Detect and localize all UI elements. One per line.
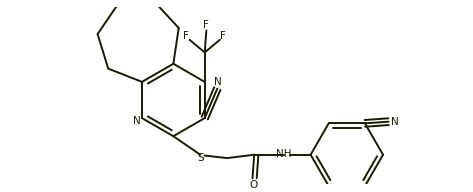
Text: F: F xyxy=(183,31,189,41)
Text: F: F xyxy=(220,31,226,41)
Text: F: F xyxy=(203,20,210,30)
Text: N: N xyxy=(214,77,222,87)
Text: S: S xyxy=(198,153,204,163)
Text: O: O xyxy=(249,180,257,190)
Text: N: N xyxy=(391,117,399,127)
Text: NH: NH xyxy=(276,149,291,159)
Text: N: N xyxy=(133,116,141,126)
